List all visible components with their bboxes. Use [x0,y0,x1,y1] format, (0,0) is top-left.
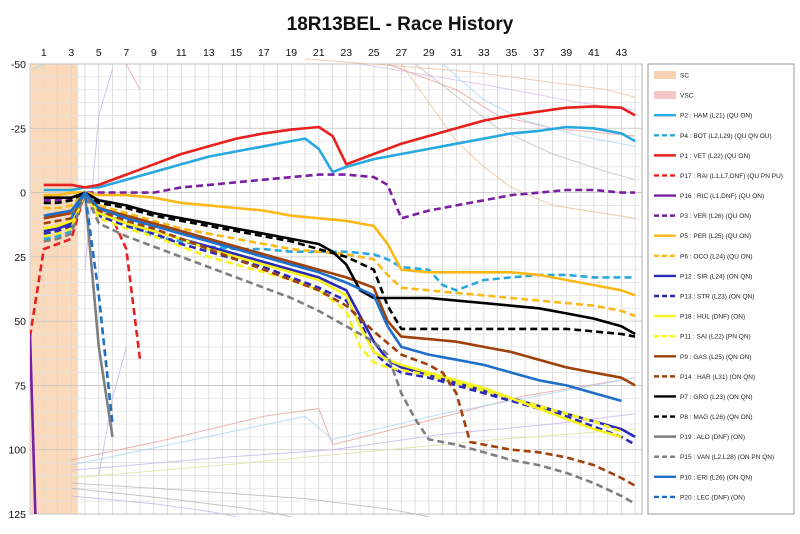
legend-entry: P18 : HUL (DNF) (ON) [680,314,745,321]
series-line-p1 [43,105,636,189]
legend-swatch [654,91,676,100]
legend: SC VSC P2 : HAM (L21) (QU ON) P4 : BOT (L2,… [647,63,795,515]
legend-box [647,63,795,515]
series-line-p20 [70,191,114,425]
series-line-p6 [43,191,636,318]
legend-entry: P15 : VAN (L2,L28) (ON PN QN) [680,454,774,461]
legend-entry: P11 : SAI (L22) (PN QN) [680,334,751,341]
y-tick-label: -25 [11,123,26,135]
legend-entry: P19 : ALO (DNF) (ON) [680,434,745,441]
y-tick-label: 125 [8,509,26,521]
x-tick-label: 31 [450,47,462,59]
series-line-p8 [43,191,636,338]
y-tick-label: 25 [14,252,26,264]
legend-entry: P8 : MAG (L26) (QN ON) [680,414,753,421]
legend-entry: P7 : GRO (L23) (ON QN) [680,394,753,401]
legend-entry: P1 : VET (L22) (QU ON) [680,153,750,160]
ghost-trace [442,63,636,147]
x-tick-label: 39 [561,47,573,59]
x-tick-label: 21 [313,47,325,59]
x-tick-label: 37 [533,47,545,59]
x-tick-label: 1 [41,47,47,59]
x-tick-label: 15 [230,47,242,59]
y-tick-label: 100 [8,445,26,457]
y-tick-label: 0 [20,188,26,200]
ghost-trace [71,377,636,466]
x-tick-label: 41 [588,47,600,59]
ghost-trace [387,63,636,137]
legend-entry: P5 : PER (L25) (QU ON) [680,233,751,240]
chart-title: 18R13BEL - Race History [287,14,514,35]
x-axis-ticks: 1 3 5 7 9 11 13 15 17 19 21 23 25 27 29 31 33 35 37 39 41 43 [41,47,628,59]
ghost-trace [98,346,127,476]
x-tick-label: 19 [285,47,297,59]
legend-entry: P2 : HAM (L21) (QU ON) [680,113,752,120]
legend-swatch [654,71,676,79]
series-line-p2 [43,125,636,192]
x-tick-label: 17 [258,47,270,59]
x-tick-label: 35 [506,47,518,59]
series-lines [30,105,636,514]
x-tick-label: 33 [478,47,490,59]
x-tick-label: 7 [123,47,129,59]
legend-entry: P17 : RAI (L1,L7,DNF) (QU PN PU) [680,173,783,180]
legend-entry: SC [680,73,689,80]
x-tick-label: 43 [616,47,628,59]
series-line-p14 [43,191,636,487]
legend-entry: P20 : LEC (DNF) (ON) [680,494,745,501]
y-axis-ticks: -50 -25 0 25 50 75 100 125 [8,59,26,521]
legend-entry: P3 : VER (L26) (QU ON) [680,213,751,220]
legend-entry: P4 : BOT (L2,L29) (QU QN OU) [680,133,772,140]
x-tick-label: 9 [151,47,157,59]
ghost-trace [71,413,636,471]
legend-entry: P12 : SIR (L24) (ON QN) [680,273,752,280]
series-line-p16 [30,333,37,514]
x-tick-label: 5 [96,47,102,59]
x-tick-label: 29 [423,47,435,59]
series-line-p18 [43,191,622,439]
x-tick-label: 13 [203,47,215,59]
ghost-trace [32,63,45,70]
y-tick-label: -50 [11,59,26,71]
x-tick-label: 27 [395,47,407,59]
ghost-trace [414,63,636,181]
legend-entry: P10 : ERI (L26) (ON QN) [680,474,752,481]
x-tick-label: 3 [68,47,74,59]
legend-entry: P14 : HAR (L31) (ON QN) [680,374,755,381]
series-line-p5 [43,191,636,297]
series-line-p15 [43,191,636,505]
ghost-trace [71,495,237,518]
ghost-trace [400,63,636,219]
ghost-trace [71,428,636,479]
ghost-trace [71,487,292,518]
y-tick-label: 75 [14,380,26,392]
ghost-trace [71,482,429,518]
legend-entry: P13 : STR (L23) (ON QN) [680,294,754,301]
ghost-trace [125,63,141,90]
legend-entry: P9 : GAS (L25) (QN ON) [680,354,752,361]
series-line-p3 [43,173,636,220]
series-line-p10 [43,191,622,403]
legend-entry: P16 : RIC (L1,DNF) (QU ON) [680,193,764,200]
series-line-p13 [43,191,636,446]
legend-entry: VSC [680,93,694,100]
legend-entry: P6 : OCO (L24) (QU ON) [680,253,753,260]
series-line-p11 [43,191,622,433]
x-tick-label: 11 [176,47,187,59]
x-tick-label: 25 [368,47,380,59]
ghost-trace [305,58,636,98]
x-tick-label: 23 [340,47,352,59]
y-tick-label: 50 [14,316,26,328]
